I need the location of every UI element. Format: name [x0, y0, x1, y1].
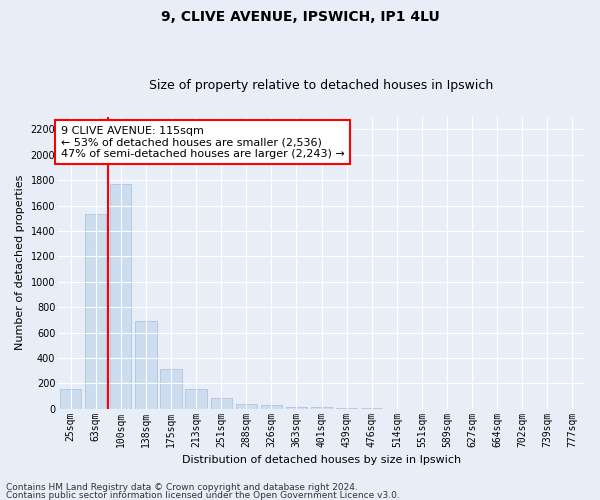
Text: Contains public sector information licensed under the Open Government Licence v3: Contains public sector information licen… — [6, 490, 400, 500]
Bar — [236, 404, 257, 408]
Bar — [211, 398, 232, 408]
X-axis label: Distribution of detached houses by size in Ipswich: Distribution of detached houses by size … — [182, 455, 461, 465]
Text: 9 CLIVE AVENUE: 115sqm
← 53% of detached houses are smaller (2,536)
47% of semi-: 9 CLIVE AVENUE: 115sqm ← 53% of detached… — [61, 126, 344, 158]
Bar — [85, 214, 106, 408]
Bar — [311, 406, 332, 408]
Bar — [160, 368, 182, 408]
Bar — [260, 406, 282, 408]
Bar — [185, 389, 207, 408]
Bar — [135, 321, 157, 408]
Bar — [60, 389, 81, 408]
Bar — [286, 406, 307, 408]
Text: Contains HM Land Registry data © Crown copyright and database right 2024.: Contains HM Land Registry data © Crown c… — [6, 484, 358, 492]
Y-axis label: Number of detached properties: Number of detached properties — [15, 175, 25, 350]
Text: 9, CLIVE AVENUE, IPSWICH, IP1 4LU: 9, CLIVE AVENUE, IPSWICH, IP1 4LU — [161, 10, 439, 24]
Bar — [110, 184, 131, 408]
Title: Size of property relative to detached houses in Ipswich: Size of property relative to detached ho… — [149, 79, 494, 92]
